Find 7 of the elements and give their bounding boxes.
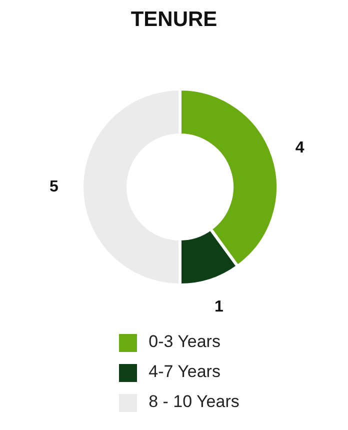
legend-label: 8 - 10 Years [148,392,240,411]
legend-label: 4-7 Years [148,362,220,381]
data-label: 4 [295,140,304,157]
data-label: 1 [214,298,224,316]
legend-label: 0-3 Years [148,332,220,351]
data-label: 5 [50,178,59,196]
chart-title: TENURE [130,8,218,33]
